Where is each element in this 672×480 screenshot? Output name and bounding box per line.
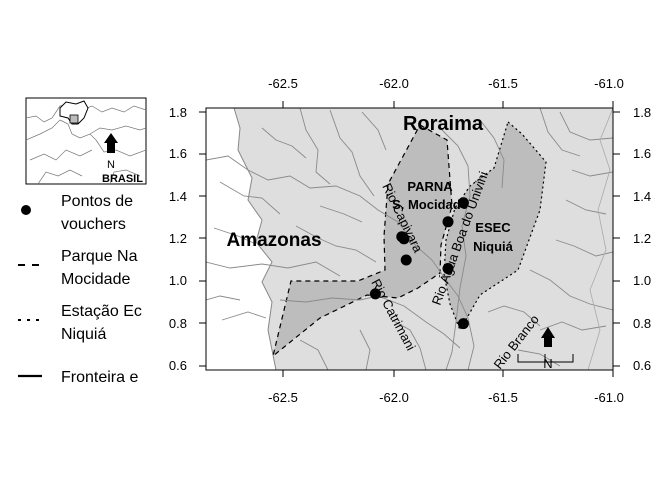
- bottom-tick-label: -61.5: [488, 390, 518, 405]
- right-tick-label: 0.6: [633, 358, 651, 373]
- bottom-tick-label: -61.0: [594, 390, 624, 405]
- top-axis: -62.5 -62.0 -61.5 -61.0: [268, 76, 624, 108]
- left-tick-label: 0.6: [169, 358, 187, 373]
- left-tick-label: 1.0: [169, 273, 187, 288]
- legend-estacao-line1: Estação Ec: [61, 303, 142, 320]
- north-label: N: [543, 356, 552, 371]
- legend-estacao-line2: Niquiá: [61, 326, 106, 343]
- inset-country-label: BRASIL: [102, 173, 143, 185]
- top-tick-label: -62.0: [379, 76, 409, 91]
- legend-parque-line2: Mocidade: [61, 271, 130, 288]
- state-border: [233, 108, 277, 370]
- plot-frame: [205, 107, 614, 371]
- voucher-point-5: [442, 263, 454, 274]
- esec-label-line2: Niquiá: [473, 239, 513, 254]
- rivers: [206, 108, 613, 370]
- left-tick-label: 1.8: [169, 105, 187, 120]
- right-tick-label: 1.8: [633, 105, 651, 120]
- parna-label-line1: PARNA: [407, 179, 453, 194]
- right-tick-label: 1.0: [633, 273, 651, 288]
- top-tick-label: -62.5: [268, 76, 298, 91]
- bottom-axis: -62.5 -62.0 -61.5 -61.0: [268, 370, 624, 405]
- esec-polygon: [443, 120, 547, 332]
- voucher-point-6: [369, 288, 381, 300]
- legend-point-symbol: [21, 205, 31, 215]
- voucher-point-7: [457, 318, 469, 330]
- legend-parque-line1: Parque Na: [61, 248, 138, 265]
- voucher-points: [369, 197, 469, 330]
- legend-points-line1: Pontos de: [61, 193, 133, 210]
- bottom-tick-label: -62.5: [268, 390, 298, 405]
- region-label-amazonas: Amazonas: [226, 230, 321, 251]
- inset-north-label: N: [107, 159, 115, 171]
- left-tick-label: 1.6: [169, 146, 187, 161]
- right-tick-label: 1.4: [633, 189, 651, 204]
- inset-borders: [26, 103, 146, 184]
- left-axis: 0.6 0.8 1.0 1.2 1.4 1.6 1.8: [169, 105, 206, 373]
- inset-roraima-outline: [59, 100, 89, 125]
- top-tick-label: -61.0: [594, 76, 624, 91]
- right-tick-label: 1.6: [633, 146, 651, 161]
- right-tick-label: 1.2: [633, 231, 651, 246]
- right-axis: 0.6 0.8 1.0 1.2 1.4 1.6 1.8: [613, 105, 651, 373]
- inset-north-arrow-shaft-icon: [107, 142, 115, 153]
- scale-bar: [517, 354, 574, 363]
- inset-north-arrow-icon: [104, 133, 118, 143]
- left-tick-label: 1.4: [169, 189, 187, 204]
- north-arrow-shaft-icon: [544, 337, 552, 347]
- rio-branco-course: [587, 108, 613, 370]
- right-tick-label: 0.8: [633, 316, 651, 331]
- left-tick-label: 0.8: [169, 316, 187, 331]
- voucher-point-0: [457, 197, 469, 209]
- main-map: -62.5 -62.0 -61.5 -61.0 -62.5 -62.0 -61.…: [169, 76, 651, 405]
- parna-label-line2: S. Mocidade: [392, 197, 468, 212]
- voucher-point-3: [398, 233, 410, 245]
- north-arrow-icon: [541, 327, 555, 338]
- bottom-tick-label: -62.0: [379, 390, 409, 405]
- inset-study-area: [69, 114, 79, 124]
- left-tick-label: 1.2: [169, 231, 187, 246]
- inset-map: N BRASIL: [25, 97, 147, 185]
- top-tick-label: -61.5: [488, 76, 518, 91]
- legend: Pontos de vouchers Parque Na Mocidade Es…: [18, 193, 142, 386]
- legend-points-line2: vouchers: [61, 216, 126, 233]
- voucher-point-1: [442, 216, 454, 228]
- voucher-point-4: [400, 254, 412, 266]
- legend-fronteira: Fronteira e: [61, 369, 138, 386]
- esec-label-line1: ESEC: [475, 220, 511, 235]
- region-label-roraima: Roraima: [403, 113, 484, 135]
